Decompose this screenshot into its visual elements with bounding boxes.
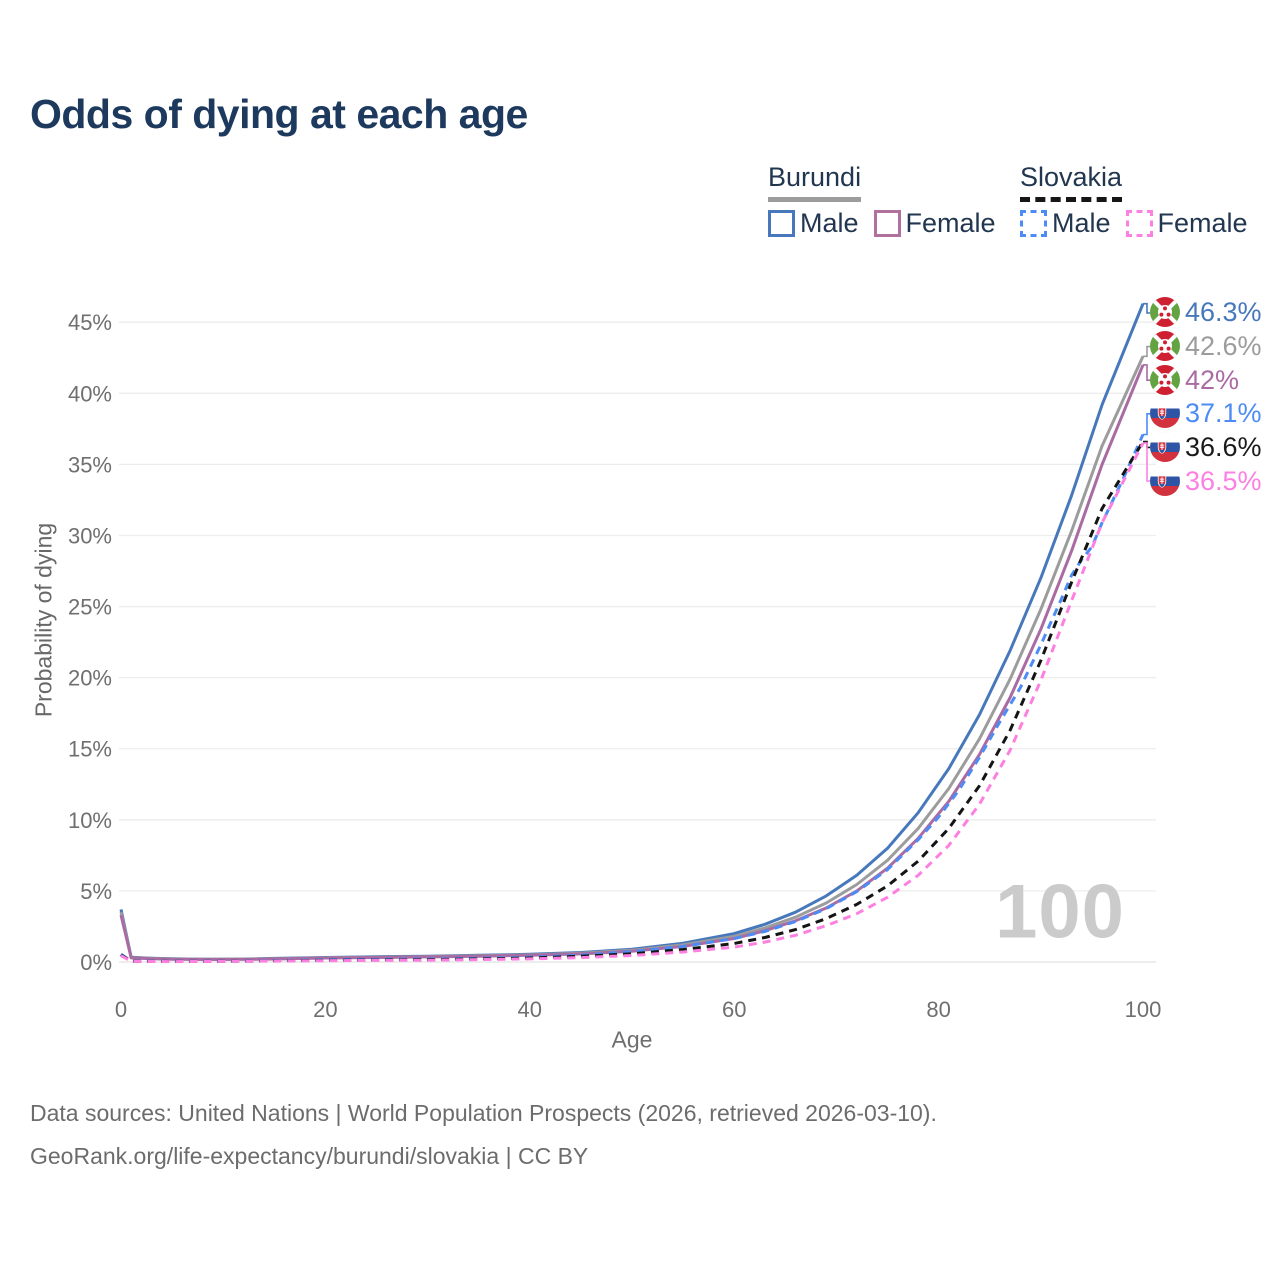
burundi-male-swatch-icon xyxy=(768,209,795,237)
end-label: 37.1% xyxy=(1150,398,1262,428)
end-label: 42.6% xyxy=(1150,331,1262,361)
legend-label-burundi-male: Male xyxy=(800,207,859,238)
y-tick-label: 45% xyxy=(68,310,112,335)
y-axis-title: Probability of dying xyxy=(30,522,57,718)
burundi-female-swatch-icon xyxy=(873,209,901,237)
slovakia-female-swatch-icon xyxy=(1125,209,1153,237)
x-tick-label: 0 xyxy=(115,997,127,1022)
series-slovakia-male-line xyxy=(120,433,1145,963)
x-tick-label: 100 xyxy=(1125,997,1162,1022)
end-label-value: 37.1% xyxy=(1185,397,1262,428)
footer-attribution: GeoRank.org/life-expectancy/burundi/slov… xyxy=(30,1143,589,1169)
legend-item-slovakia-female[interactable]: Female xyxy=(1125,207,1248,238)
legend-item-slovakia-male[interactable]: Male xyxy=(1020,207,1111,238)
legend-label-burundi-female: Female xyxy=(905,207,996,238)
y-tick-label: 5% xyxy=(80,879,112,904)
legend-item-burundi-male[interactable]: Male xyxy=(768,207,859,238)
y-tick-label: 10% xyxy=(68,808,112,833)
series-slovakia-female-line xyxy=(120,442,1145,964)
legend-country-burundi: Burundi xyxy=(768,162,862,202)
age-watermark: 100 xyxy=(995,869,1125,955)
footer-data-sources: Data sources: United Nations | World Pop… xyxy=(30,1100,937,1126)
x-axis-title: Age xyxy=(611,1026,653,1053)
end-label-value: 46.3% xyxy=(1185,296,1262,327)
slovakia-flag-icon xyxy=(1150,432,1180,462)
end-label-value: 42.6% xyxy=(1185,330,1262,361)
x-tick-label: 60 xyxy=(722,997,746,1022)
y-tick-label: 40% xyxy=(68,381,112,406)
slovakia-flag-icon xyxy=(1150,466,1180,496)
y-tick-label: 0% xyxy=(80,950,112,975)
legend-label-slovakia-male: Male xyxy=(1052,207,1111,238)
end-label-value: 42% xyxy=(1185,364,1240,395)
legend-label-slovakia-female: Female xyxy=(1157,207,1248,238)
burundi-flag-icon xyxy=(1150,365,1180,395)
slovakia-flag-icon xyxy=(1150,398,1180,428)
end-label-connector xyxy=(1143,345,1151,358)
y-tick-label: 30% xyxy=(68,523,112,548)
legend-country-slovakia: Slovakia xyxy=(1020,162,1123,202)
end-label: 46.3% xyxy=(1150,297,1262,327)
burundi-flag-icon xyxy=(1150,331,1180,361)
burundi-flag-icon xyxy=(1150,297,1180,327)
y-tick-label: 35% xyxy=(68,452,112,477)
end-label-value: 36.6% xyxy=(1185,431,1262,462)
page-title: Odds of dying at each age xyxy=(30,91,528,137)
end-label-connector xyxy=(1143,442,1151,482)
end-label: 36.5% xyxy=(1150,466,1262,496)
legend-item-burundi-female[interactable]: Female xyxy=(873,207,996,238)
legend-group-slovakia: Slovakia Male Female xyxy=(1020,162,1248,238)
end-label-connector xyxy=(1143,364,1151,382)
end-label-connector xyxy=(1143,302,1151,314)
series-burundi-both-line xyxy=(119,355,1145,961)
series-burundi-female-line xyxy=(119,364,1145,961)
end-label-value: 36.5% xyxy=(1185,465,1262,496)
end-label-connector xyxy=(1143,412,1151,436)
x-tick-label: 80 xyxy=(926,997,950,1022)
y-tick-label: 20% xyxy=(68,666,112,691)
legend-group-burundi: Burundi Male Female xyxy=(768,162,996,238)
y-tick-label: 15% xyxy=(68,737,112,762)
end-label: 36.6% xyxy=(1150,432,1262,462)
end-label: 42% xyxy=(1150,365,1239,395)
x-tick-label: 20 xyxy=(313,997,337,1022)
y-tick-label: 25% xyxy=(68,595,112,620)
x-tick-label: 40 xyxy=(518,997,542,1022)
series-slovakia-both-line xyxy=(120,440,1145,963)
series-burundi-male-line xyxy=(119,303,1145,961)
slovakia-male-swatch-icon xyxy=(1020,209,1047,237)
